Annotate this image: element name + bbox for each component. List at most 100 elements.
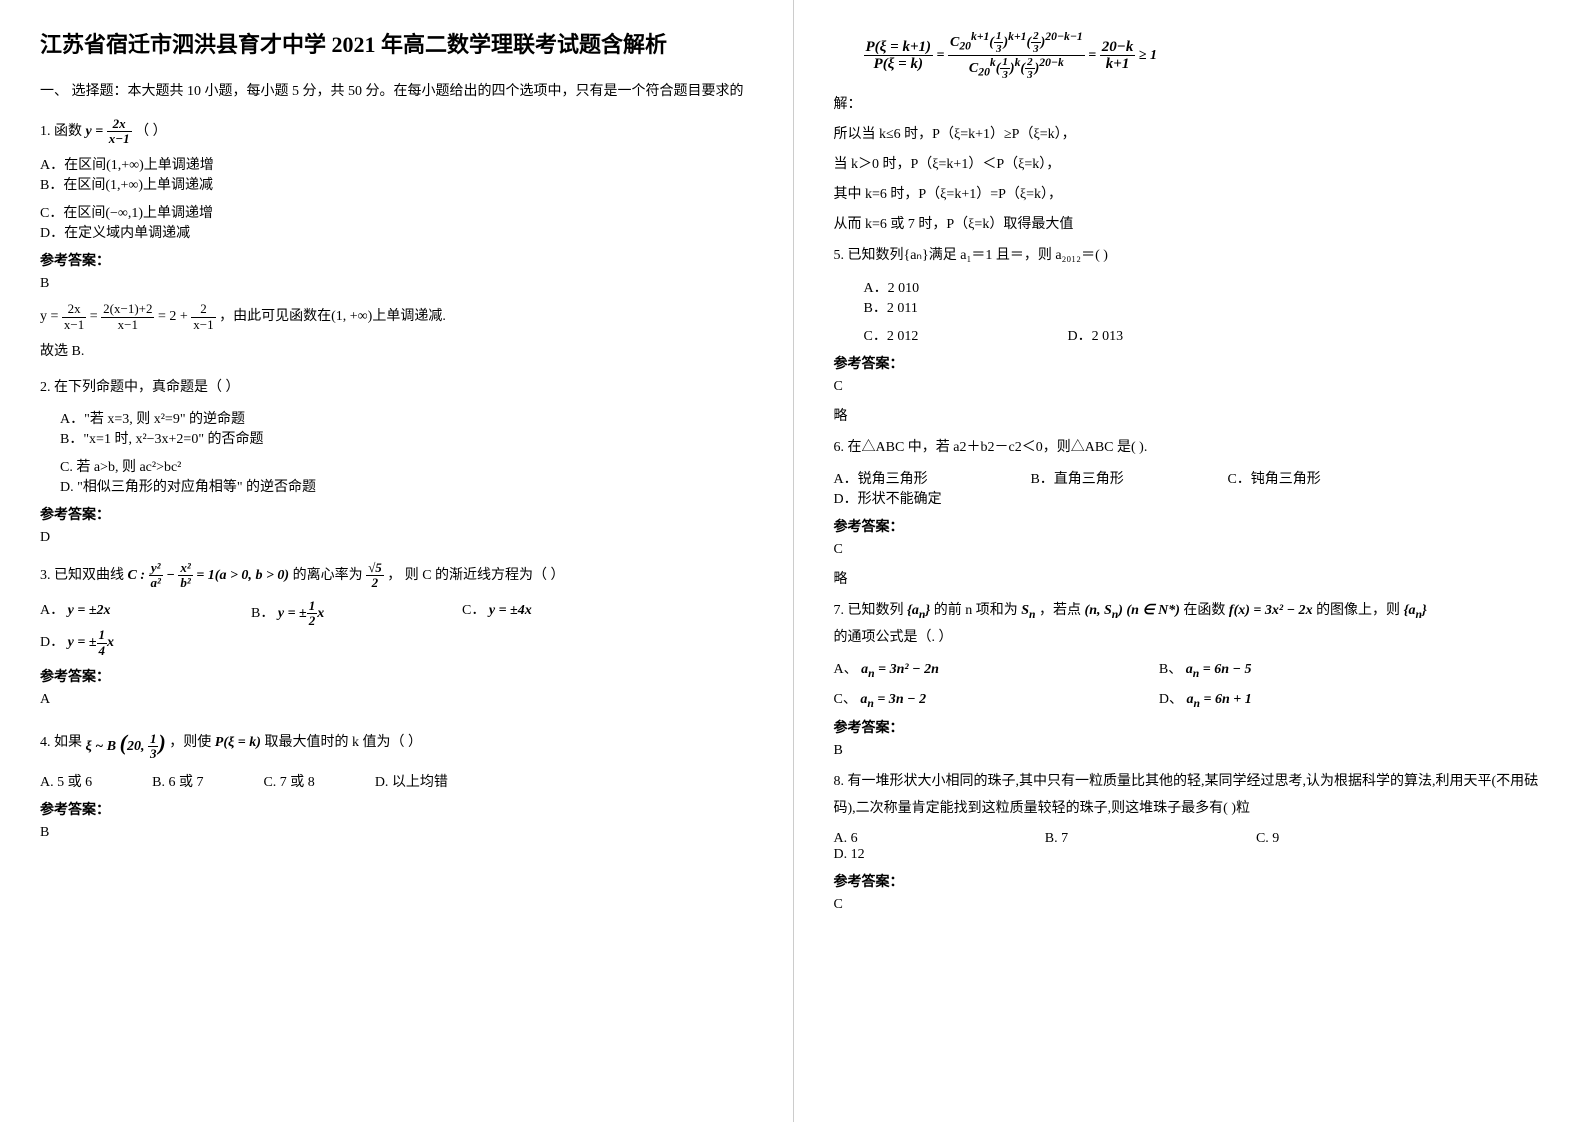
q3-answer-label: 参考答案： — [40, 666, 753, 686]
q3-optD-f: y = ±14x — [68, 628, 114, 658]
q2-optB: B．"x=1 时, x²−3x+2=0" 的否命题 — [60, 428, 392, 448]
q4-optA: A. 5 或 6 — [40, 771, 92, 791]
q7-optA: A、 an = 3n² − 2n — [834, 658, 1119, 680]
q5-optB: B．2 011 — [864, 297, 1192, 317]
q3-mid1: 的离心率为 — [293, 568, 363, 583]
q4-optD: D. 以上均错 — [375, 771, 448, 791]
q5-options: A．2 010 B．2 011 — [834, 277, 1548, 317]
q7-options-2: C、 an = 3n − 2 D、 an = 6n + 1 — [834, 688, 1548, 710]
q4-answer-label: 参考答案： — [40, 799, 753, 819]
question-6: 6. 在△ABC 中，若 a2＋b2－c2＜0，则△ABC 是( ). — [834, 435, 1548, 460]
q7-optC: C、 an = 3n − 2 — [834, 688, 1119, 710]
right-column: P(ξ = k+1) P(ξ = k) = C20k+1(13)k+1(23)2… — [794, 0, 1587, 1122]
question-1: 1. 函数 y = 2xx−1 （ ） — [40, 117, 753, 147]
q7-optD-f: an = 6n + 1 — [1187, 692, 1252, 707]
q7-f4: f(x) = 3x² − 2x — [1229, 603, 1313, 618]
q1-optB: B．在区间(1,+∞)上单调递减 — [40, 174, 382, 194]
question-8: 8. 有一堆形状大小相同的珠子,其中只有一粒质量比其他的轻,某同学经过思考,认为… — [834, 769, 1548, 822]
q3-optC-f: y = ±4x — [489, 603, 532, 618]
q6-optA: A．锐角三角形 — [834, 468, 991, 488]
q4-answer: B — [40, 825, 753, 841]
q4-prefix: 4. 如果 — [40, 735, 82, 750]
q4-optC: C. 7 或 8 — [263, 771, 314, 791]
q7-mid1: 的前 n 项和为 — [934, 603, 1018, 618]
q5-answer: C — [834, 379, 1548, 395]
q7-optB-pre: B、 — [1159, 662, 1182, 677]
q5-answer-label: 参考答案： — [834, 353, 1548, 373]
q4-optB: B. 6 或 7 — [152, 771, 203, 791]
q8-optA: A. 6 — [834, 831, 1005, 847]
q6-optD: D．形状不能确定 — [834, 488, 1048, 508]
q8-optB: B. 7 — [1045, 831, 1216, 847]
q6-answer-label: 参考答案： — [834, 516, 1548, 536]
question-7: 7. 已知数列 {an} 的前 n 项和为 Sn ，若点 (n, Sn) (n … — [834, 598, 1548, 650]
q7-mid4: 的图像上，则 — [1316, 603, 1400, 618]
q4-formula1: ξ ~ B (20, 13) — [86, 723, 166, 763]
q1-suffix: （ ） — [135, 124, 167, 139]
q4-big-formula: P(ξ = k+1) P(ξ = k) = C20k+1(13)k+1(23)2… — [864, 30, 1548, 81]
q3-optA-pre: A． — [40, 603, 64, 618]
q3-answer: A — [40, 692, 753, 708]
q8-answer-label: 参考答案： — [834, 871, 1548, 891]
left-column: 江苏省宿迁市泗洪县育才中学 2021 年高二数学理联考试题含解析 一、 选择题：… — [0, 0, 794, 1122]
q7-mid3: 在函数 — [1183, 603, 1225, 618]
q7-suffix: 的通项公式是（. ） — [834, 630, 953, 645]
q6-optC: C．钝角三角形 — [1227, 468, 1384, 488]
q3-optB-pre: B． — [251, 606, 274, 621]
q2-answer: D — [40, 530, 753, 546]
q1-formula: y = 2xx−1 — [86, 117, 132, 147]
q3-optB: B． y = ±12x — [251, 599, 422, 629]
q8-answer: C — [834, 897, 1548, 913]
q2-options: A．"若 x=3, 则 x²=9" 的逆命题 B．"x=1 时, x²−3x+2… — [40, 408, 753, 448]
q7-options-1: A、 an = 3n² − 2n B、 an = 6n − 5 — [834, 658, 1548, 680]
q4-mid: ，则使 — [169, 735, 211, 750]
q7-optA-f: an = 3n² − 2n — [861, 662, 939, 677]
q1-explain1: ，由此可见函数在(1, +∞)上单调递减. — [219, 309, 446, 324]
q7-optC-pre: C、 — [834, 692, 857, 707]
q7-answer-label: 参考答案： — [834, 717, 1548, 737]
q3-optA: A． y = ±2x — [40, 599, 211, 629]
question-3: 3. 已知双曲线 C : y²a² − x²b² = 1(a > 0, b > … — [40, 561, 753, 591]
q4-suffix: 取最大值时的 k 值为（ ） — [264, 735, 422, 750]
q7-optD: D、 an = 6n + 1 — [1159, 688, 1252, 710]
q4-formula2: P(ξ = k) — [215, 735, 261, 750]
q2-optD: D. "相似三角形的对应角相等" 的逆否命题 — [60, 476, 392, 496]
q2-optC: C. 若 a>b, 则 ac²>bc² — [60, 456, 392, 476]
q3-optB-f: y = ±12x — [278, 599, 324, 629]
q4-sol-1: 所以当 k≤6 时，P（ξ=k+1）≥P（ξ=k）， — [834, 123, 1548, 143]
q3-options: A． y = ±2x B． y = ±12x C． y = ±4x D． y =… — [40, 599, 753, 658]
q6-optB: B．直角三角形 — [1030, 468, 1187, 488]
q3-formula2: √52 — [366, 561, 384, 591]
q6-options: A．锐角三角形 B．直角三角形 C．钝角三角形 D．形状不能确定 — [834, 468, 1548, 508]
q3-optD: D． y = ±14x — [40, 628, 211, 658]
q7-answer: B — [834, 743, 1548, 759]
q1-prefix: 1. 函数 — [40, 124, 82, 139]
q7-f5: {an} — [1404, 603, 1427, 618]
q4-sol-2: 当 k＞0 时，P（ξ=k+1）＜P（ξ=k）， — [834, 153, 1548, 173]
q2-options-2: C. 若 a>b, 则 ac²>bc² D. "相似三角形的对应角相等" 的逆否… — [40, 456, 753, 496]
q4-sol-label: 解： — [834, 93, 1548, 113]
q3-mid2: ， 则 C 的渐近线方程为（ ） — [387, 568, 564, 583]
q1-options: A．在区间(1,+∞)上单调递增 B．在区间(1,+∞)上单调递减 — [40, 154, 753, 194]
q4-sol-4: 从而 k=6 或 7 时，P（ξ=k）取得最大值 — [834, 213, 1548, 233]
q2-answer-label: 参考答案： — [40, 504, 753, 524]
q5-options-2: C．2 012 D．2 013 — [834, 325, 1548, 345]
q4-options: A. 5 或 6 B. 6 或 7 C. 7 或 8 D. 以上均错 — [40, 771, 753, 791]
question-2: 2. 在下列命题中，真命题是（ ） — [40, 375, 753, 400]
q2-optA: A．"若 x=3, 则 x²=9" 的逆命题 — [60, 408, 392, 428]
q6-answer: C — [834, 542, 1548, 558]
q3-formula1: C : y²a² − x²b² = 1(a > 0, b > 0) — [128, 561, 290, 591]
q7-optB-f: an = 6n − 5 — [1186, 662, 1252, 677]
q1-optA: A．在区间(1,+∞)上单调递增 — [40, 154, 382, 174]
q8-optD: D. 12 — [834, 847, 1005, 863]
q7-prefix: 7. 已知数列 — [834, 603, 904, 618]
q6-brief: 略 — [834, 568, 1548, 588]
q5-optA: A．2 010 — [864, 277, 1192, 297]
q1-optC: C．在区间(−∞,1)上单调递增 — [40, 202, 382, 222]
q7-f1: {an} — [907, 603, 930, 618]
q1-options-2: C．在区间(−∞,1)上单调递增 D．在定义域内单调递减 — [40, 202, 753, 242]
q8-optC: C. 9 — [1256, 831, 1427, 847]
q1-explain-formula: y = 2xx−1 = 2(x−1)+2x−1 = 2 + 2x−1 ，由此可见… — [40, 302, 753, 332]
q8-options: A. 6 B. 7 C. 9 D. 12 — [834, 831, 1548, 863]
page-title: 江苏省宿迁市泗洪县育才中学 2021 年高二数学理联考试题含解析 — [40, 30, 753, 61]
